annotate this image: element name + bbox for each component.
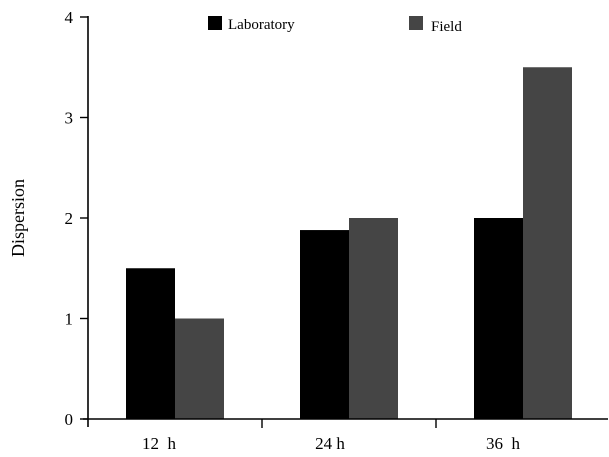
legend-swatch-laboratory bbox=[208, 16, 222, 30]
bar-laboratory-1 bbox=[126, 268, 175, 419]
bar-field-3 bbox=[523, 67, 572, 419]
y-ticks: 0 1 2 3 4 bbox=[65, 8, 88, 429]
y-axis-title: Dispersion bbox=[8, 179, 28, 257]
legend-swatch-field bbox=[409, 16, 423, 30]
y-tick-label-3: 3 bbox=[65, 109, 74, 128]
x-tick-label-2: 24 h bbox=[315, 434, 345, 453]
axes bbox=[83, 16, 608, 427]
y-tick-label-4: 4 bbox=[65, 8, 74, 27]
bars bbox=[126, 67, 572, 419]
x-ticks: 12 h 24 h 36 h bbox=[142, 419, 521, 453]
bar-laboratory-2 bbox=[300, 230, 349, 419]
legend-label-field: Field bbox=[431, 19, 462, 35]
y-tick-label-1: 1 bbox=[65, 310, 74, 329]
x-tick-label-1: 12 h bbox=[142, 434, 177, 453]
x-tick-label-3: 36 h bbox=[486, 434, 521, 453]
bar-laboratory-3 bbox=[474, 218, 523, 419]
legend-label-laboratory: Laboratory bbox=[228, 17, 295, 33]
bar-field-1 bbox=[175, 318, 224, 419]
y-tick-label-0: 0 bbox=[65, 410, 74, 429]
bar-field-2 bbox=[349, 218, 398, 419]
legend: Laboratory Field bbox=[208, 16, 462, 35]
y-tick-label-2: 2 bbox=[65, 209, 74, 228]
